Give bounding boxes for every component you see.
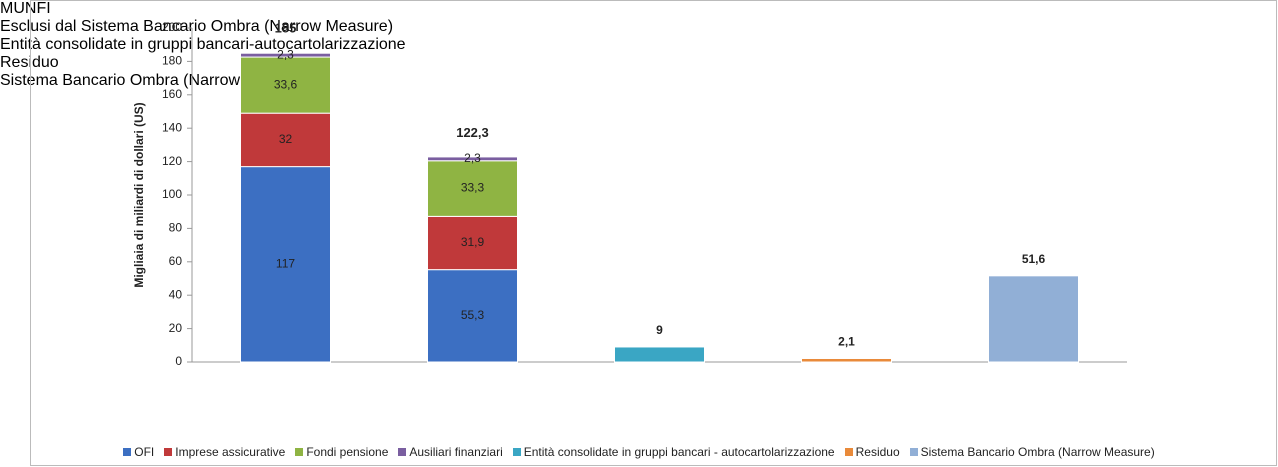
bar-segment — [427, 160, 518, 217]
data-label: 2,3 — [277, 47, 294, 61]
legend-item: Sistema Bancario Ombra (Narrow Measure) — [909, 445, 1155, 459]
data-label: 31,9 — [461, 235, 485, 249]
y-axis-title: Migliaia di miliardi di dollari (US) — [132, 102, 146, 287]
y-tick-label: 80 — [169, 221, 183, 235]
chart-frame — [30, 0, 1277, 466]
y-tick-label: 120 — [162, 154, 182, 168]
legend-item: OFI — [123, 445, 154, 459]
data-label: 117 — [276, 256, 295, 270]
legend-swatch — [909, 448, 918, 456]
legend: OFI Imprese assicurative Fondi pensione Aus… — [0, 445, 1278, 459]
legend-swatch — [844, 448, 853, 456]
data-label: 51,6 — [1022, 252, 1046, 266]
bar-segment — [988, 275, 1079, 363]
bar-segment — [427, 215, 518, 271]
legend-label: Imprese assicurative — [175, 445, 286, 459]
total-label: 185 — [275, 20, 297, 35]
y-tick-label: 180 — [162, 54, 182, 68]
x-tick-label: Entità consolidate in gruppi bancari-aut… — [0, 36, 406, 53]
bar-segment — [427, 156, 518, 162]
data-label: 2,3 — [464, 151, 481, 165]
x-tick-label: Sistema Bancario Ombra (Narrow Measure) — [0, 72, 313, 89]
x-tick-label: Esclusi dal Sistema Bancario Ombra (Narr… — [0, 18, 394, 35]
y-tick-label: 40 — [169, 287, 183, 301]
total-label: 122,3 — [456, 125, 489, 140]
data-label: 33,6 — [274, 77, 298, 91]
legend-item: Residuo — [844, 445, 900, 459]
legend-label: Sistema Bancario Ombra (Narrow Measure) — [920, 445, 1155, 459]
bar-segment — [240, 56, 331, 114]
legend-item: Ausiliari finanziari — [398, 445, 503, 459]
legend-swatch — [123, 448, 132, 456]
data-label: 9 — [656, 323, 663, 337]
data-label: 2,1 — [838, 335, 855, 349]
legend-label: OFI — [134, 445, 155, 459]
y-tick-label: 200 — [162, 20, 182, 34]
legend-item: Imprese assicurative — [164, 445, 285, 459]
legend-label: Residuo — [855, 445, 900, 459]
bar-segment — [240, 166, 331, 363]
legend-item: Entità consolidate in gruppi bancari - a… — [512, 445, 835, 459]
bar-segment — [614, 346, 705, 363]
bar-segment — [427, 269, 518, 363]
legend-label: Entità consolidate in gruppi bancari - a… — [523, 445, 835, 459]
bar-segment — [801, 357, 892, 363]
bar-segment — [240, 52, 331, 58]
y-tick-label: 100 — [162, 187, 182, 201]
legend-item: Fondi pensione — [295, 445, 388, 459]
x-tick-label: Residuo — [0, 54, 59, 71]
y-tick-label: 60 — [169, 254, 183, 268]
legend-swatch — [164, 448, 173, 456]
y-tick-label: 20 — [169, 321, 183, 335]
data-label: 33,3 — [461, 181, 485, 195]
data-label: 55,3 — [461, 308, 485, 322]
y-tick-label: 0 — [175, 354, 182, 368]
y-tick-label: 140 — [162, 120, 182, 134]
legend-label: Ausiliari finanziari — [409, 445, 503, 459]
x-tick-label: MUNFI — [0, 0, 51, 17]
data-label: 32 — [279, 132, 293, 146]
legend-swatch — [398, 448, 407, 456]
legend-swatch — [295, 448, 304, 456]
bar-segment — [240, 112, 331, 168]
legend-label: Fondi pensione — [306, 445, 389, 459]
y-tick-label: 160 — [162, 87, 182, 101]
legend-swatch — [512, 448, 521, 456]
